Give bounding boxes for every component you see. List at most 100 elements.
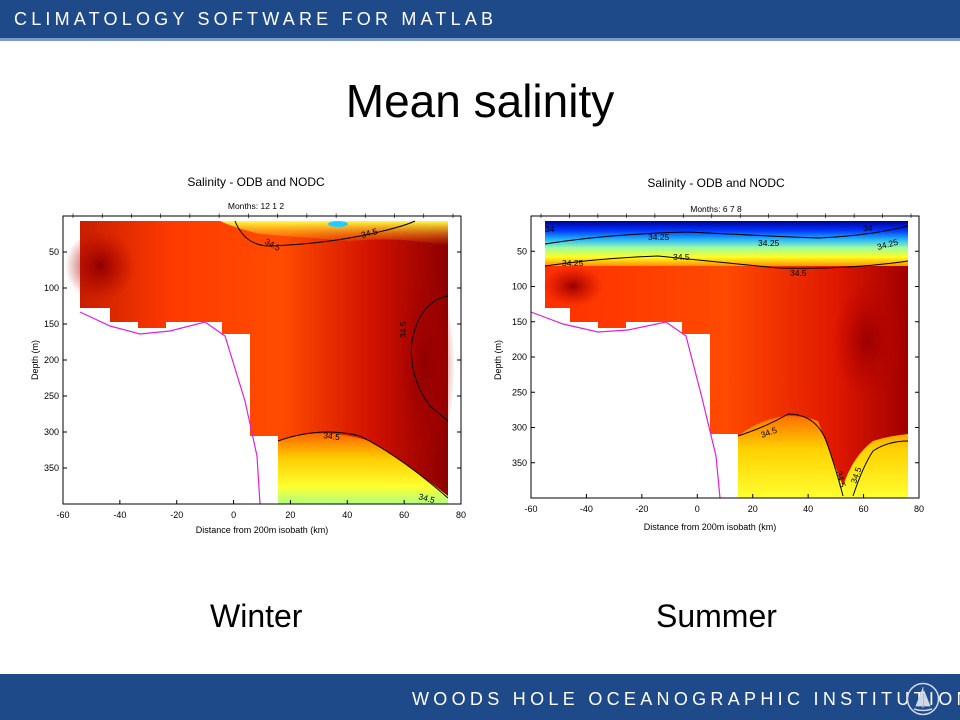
winter-caption: Winter <box>210 598 303 634</box>
summer-salty-patch <box>543 266 603 306</box>
winter-y-tick-label: 300 <box>44 427 59 437</box>
summer-station-marker: + <box>595 211 600 221</box>
winter-x-tick-label: 20 <box>285 510 295 520</box>
summer-contour-label: 34.25 <box>648 232 670 242</box>
winter-x-tick-label: 40 <box>342 510 352 520</box>
winter-y-tick-label: 50 <box>49 247 59 257</box>
winter-chart-title: Salinity - ODB and NODC <box>187 175 325 189</box>
winter-isobath-line <box>79 311 261 505</box>
summer-x-tick-label: -60 <box>524 504 537 514</box>
winter-x-tick-label: -40 <box>113 510 126 520</box>
summer-contour-label: 34.5 <box>790 268 807 278</box>
winter-station-marker: + <box>275 211 280 221</box>
winter-station-marker: + <box>158 211 163 221</box>
winter-x-tick-label: -20 <box>170 510 183 520</box>
winter-contour-label: 34.5 <box>360 226 379 240</box>
summer-y-tick-label: 300 <box>512 423 527 433</box>
winter-x-tick-label: 80 <box>456 510 466 520</box>
summer-y-axis-label: Depth (m) <box>493 340 503 380</box>
summer-contour-label: 34 <box>545 224 555 234</box>
summer-x-tick-label: 80 <box>914 504 924 514</box>
summer-contour-label: 34.5 <box>834 470 848 489</box>
summer-y-tick-label: 100 <box>512 282 527 292</box>
header-bar: CLIMATOLOGY SOFTWARE FOR MATLAB <box>0 0 960 38</box>
summer-contour-label: 34.25 <box>562 258 584 268</box>
footer-bar: WOODS HOLE OCEANOGRAPHIC INSTITUTION <box>0 674 960 720</box>
winter-contour-label: 34.5 <box>398 321 408 338</box>
winter-station-marker: + <box>363 211 368 221</box>
winter-station-marker: + <box>217 211 222 221</box>
summer-contour <box>544 225 909 245</box>
summer-station-marker: + <box>538 211 543 221</box>
summer-y-tick-label: 250 <box>512 387 527 397</box>
winter-x-tick-label: 60 <box>399 510 409 520</box>
winter-y-tick-label: 250 <box>44 391 59 401</box>
summer-x-tick-label: -40 <box>580 504 593 514</box>
winter-station-marker: + <box>304 211 309 221</box>
summer-salty-core <box>833 281 903 401</box>
summer-station-marker: + <box>880 211 885 221</box>
winter-contour-label: 34.5 <box>323 430 341 442</box>
winter-salty-patch <box>65 231 135 301</box>
winter-station-marker: + <box>246 211 251 221</box>
summer-station-marker: + <box>652 211 657 221</box>
winter-y-tick-label: 350 <box>44 463 59 473</box>
summer-y-tick-label: 350 <box>512 458 527 468</box>
summer-station-marker: + <box>567 211 572 221</box>
winter-chart-subtitle: Months: 12 1 2 <box>228 201 285 211</box>
winter-salinity-field <box>80 221 448 504</box>
winter-salty-core <box>395 266 455 466</box>
winter-station-marker: + <box>450 211 455 221</box>
summer-x-tick-label: -20 <box>635 504 648 514</box>
summer-contour <box>852 440 909 497</box>
winter-y-tick-label: 100 <box>44 283 59 293</box>
summer-contour <box>737 413 844 497</box>
summer-y-tick-label: 200 <box>512 352 527 362</box>
winter-station-marker: + <box>392 211 397 221</box>
header-divider <box>0 38 960 41</box>
winter-salinity-chart: Depth (m) Distance from 200m isobath (km… <box>30 175 466 535</box>
winter-station-marker: + <box>421 211 426 221</box>
summer-salinity-chart: Depth (m) Distance from 200m isobath (km… <box>493 176 924 532</box>
summer-chart-title: Salinity - ODB and NODC <box>647 176 785 190</box>
summer-x-tick-label: 60 <box>859 504 869 514</box>
summer-station-marker: + <box>823 211 828 221</box>
winter-surface-fresh-band <box>220 221 448 246</box>
winter-y-tick-label: 150 <box>44 319 59 329</box>
winter-y-axis-label: Depth (m) <box>30 340 40 380</box>
summer-contour-label: 34.25 <box>758 238 780 248</box>
winter-station-marker: + <box>100 211 105 221</box>
winter-x-axis-label: Distance from 200m isobath (km) <box>196 525 329 535</box>
summer-station-marker: + <box>851 211 856 221</box>
summer-station-marker: + <box>624 211 629 221</box>
summer-station-marker: + <box>738 211 743 221</box>
summer-isobath-line <box>530 311 721 499</box>
winter-x-tick-label: -60 <box>56 510 69 520</box>
summer-x-axis-label: Distance from 200m isobath (km) <box>644 522 777 532</box>
summer-contour-label: 34.5 <box>673 252 690 262</box>
winter-contour <box>234 220 416 247</box>
summer-contour <box>544 255 909 269</box>
winter-contour <box>277 431 449 499</box>
winter-station-marker: + <box>70 211 75 221</box>
summer-x-tick-label: 0 <box>695 504 700 514</box>
summer-contour-label: 34 <box>863 223 873 233</box>
winter-fresh-spot <box>328 221 348 227</box>
slide-title: Mean salinity <box>345 75 615 127</box>
summer-caption: Summer <box>656 598 777 634</box>
summer-x-tick-label: 20 <box>748 504 758 514</box>
winter-station-marker: + <box>129 211 134 221</box>
summer-station-marker: + <box>681 211 686 221</box>
summer-y-tick-label: 50 <box>517 246 527 256</box>
summer-chart-subtitle: Months: 6 7 8 <box>690 204 742 214</box>
summer-station-marker: + <box>709 211 714 221</box>
winter-y-tick-label: 200 <box>44 355 59 365</box>
winter-deep-fresh-zone <box>278 433 448 504</box>
summer-station-marker: + <box>766 211 771 221</box>
summer-station-marker: + <box>908 211 913 221</box>
header-title: CLIMATOLOGY SOFTWARE FOR MATLAB <box>14 9 498 29</box>
winter-station-marker: + <box>187 211 192 221</box>
summer-surface-fresh-band <box>545 221 908 266</box>
footer-institution: WOODS HOLE OCEANOGRAPHIC INSTITUTION <box>412 689 960 709</box>
winter-contour <box>410 295 449 422</box>
